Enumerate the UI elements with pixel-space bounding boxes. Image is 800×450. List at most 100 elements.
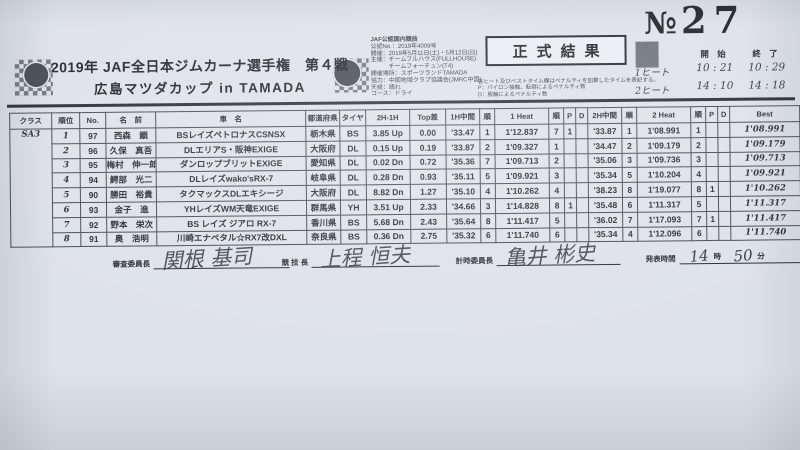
cell-best-time: 1'09.921 xyxy=(730,166,800,182)
cell-top-gap: 2.33 xyxy=(410,199,447,215)
cell-heat1-sector-rank: 4 xyxy=(480,183,496,199)
cell-top-gap: 0.00 xyxy=(409,125,446,141)
end-label: 終 了 xyxy=(752,48,781,59)
cell-heat2-time: 1'19.077 xyxy=(637,181,692,198)
column-header-car-name: 車 名 xyxy=(155,110,306,128)
cell-car-name: YHレイズWM天竜EXIGE xyxy=(156,200,307,217)
cell-car-no: 92 xyxy=(80,217,107,233)
cell-driver-name: 野本 栄次 xyxy=(106,216,157,232)
cell-heat1-p: 1 xyxy=(564,197,577,213)
cell-heat1-time: 1'14.828 xyxy=(495,198,550,214)
cell-tire: BS xyxy=(340,214,367,230)
cell-heat1-time: 1'09.713 xyxy=(495,153,550,169)
cell-heat2-rank: 2 xyxy=(690,137,707,153)
cell-heat2-sector-rank: 2 xyxy=(621,138,638,153)
cell-diff-2h-1h: 3.51 Up xyxy=(366,199,411,215)
cell-heat1-p xyxy=(563,138,577,154)
cell-heat1-rank: 7 xyxy=(548,123,564,139)
cell-heat2-p xyxy=(705,122,718,138)
announcement-time-line: 14 時 50 分 xyxy=(679,246,800,266)
cell-car-name: BSレイズペトロナスCSNSX xyxy=(155,126,306,143)
column-header-best-time: Best xyxy=(729,105,800,123)
cell-heat1-sector-rank: 3 xyxy=(480,198,496,214)
cell-heat1-rank: 5 xyxy=(549,212,565,228)
cell-heat1-sector-rank: 8 xyxy=(480,213,496,229)
cell-car-no: 93 xyxy=(80,202,107,218)
official-result-box: 正式結果 xyxy=(485,34,627,67)
cell-heat1-d xyxy=(575,123,588,139)
cell-car-name: DLレイズwako'sRX-7 xyxy=(156,170,307,188)
event-title-line2: 広島マツダカップ in TAMADA xyxy=(93,79,306,97)
cell-heat2-rank: 1 xyxy=(690,122,706,138)
jaf-emblem-left xyxy=(22,61,50,89)
cell-heat2-p xyxy=(706,152,719,167)
cell-heat1-rank: 4 xyxy=(549,183,565,199)
heat2-end-time: 14 : 18 xyxy=(748,79,786,92)
cell-diff-2h-1h: 0.15 Up xyxy=(365,140,411,156)
cell-rank: 8 xyxy=(52,232,81,248)
penalty-notes: 各ヒート及びベストタイム欄はペナルティを加算したタイムを表記する。 P：パイロン接… xyxy=(478,78,659,99)
cell-heat2-time: 1'08.991 xyxy=(636,122,691,139)
cell-heat2-rank: 8 xyxy=(691,181,707,197)
cell-diff-2h-1h: 3.85 Up xyxy=(365,125,410,141)
cell-prefecture: 香川県 xyxy=(306,214,341,230)
cell-heat1-time: 1'12.837 xyxy=(494,124,549,140)
cell-heat1-sector-rank: 5 xyxy=(480,168,496,184)
cell-heat2-d xyxy=(718,196,731,212)
event-title-line1: 2019年 JAF全日本ジムカーナ選手権 第４戦 xyxy=(50,56,349,76)
column-header-heat1-p: P xyxy=(563,107,576,124)
cell-top-gap: 2.75 xyxy=(410,228,447,244)
cell-heat1-sector-rank: 6 xyxy=(480,228,496,244)
cell-car-no: 96 xyxy=(79,143,107,159)
signature-line: 関根 基司 xyxy=(153,244,290,274)
cell-heat1-rank: 8 xyxy=(549,197,565,213)
cell-heat2-d xyxy=(718,225,731,241)
column-header-heat2-p: P xyxy=(705,106,718,123)
heat2-label: 2ヒート xyxy=(634,85,670,97)
cell-prefecture: 大阪府 xyxy=(306,185,341,201)
cell-heat1-sector: '35.36 xyxy=(446,154,481,170)
cell-heat2-rank: 7 xyxy=(691,211,707,227)
cell-heat2-d xyxy=(718,181,731,197)
cell-driver-name: 鰐部 光二 xyxy=(106,172,157,188)
cell-heat1-d xyxy=(575,138,589,154)
cell-rank: 7 xyxy=(52,217,81,233)
cell-best-time: 1'10.262 xyxy=(730,180,800,197)
column-header-heat2-time: 2 Heat xyxy=(636,106,691,124)
numero-sign: № xyxy=(644,6,682,42)
cell-best-time: 1'08.991 xyxy=(729,121,800,138)
cell-prefecture: 大阪府 xyxy=(305,140,341,156)
column-header-heat1-time: 1 Heat xyxy=(494,108,549,125)
sanction-line: 協力：中国地域クラブ協議会(JMRC中国) xyxy=(370,76,482,85)
column-header-diff-2h-1h: 2H-1H xyxy=(365,109,410,126)
cell-prefecture: 岐阜県 xyxy=(306,170,341,186)
cell-heat1-rank: 1 xyxy=(548,138,565,154)
cell-heat1-time: 1'11.417 xyxy=(495,212,550,229)
announce-hour: 14 xyxy=(688,246,710,266)
cell-car-no: 91 xyxy=(80,231,107,247)
cell-heat2-time: 1'09.179 xyxy=(636,137,692,153)
cell-tire: DL xyxy=(339,140,367,156)
cell-heat1-d xyxy=(576,212,589,228)
cell-heat1-time: 1'10.262 xyxy=(495,183,550,199)
cell-heat1-time: 1'09.327 xyxy=(494,138,550,155)
cell-tire: BS xyxy=(339,125,366,141)
cell-prefecture: 栃木県 xyxy=(305,126,340,142)
cell-top-gap: 0.19 xyxy=(409,139,447,155)
cell-heat1-rank: 3 xyxy=(549,168,565,184)
cell-heat2-p: 1 xyxy=(706,211,719,227)
column-header-tire: タイヤ xyxy=(339,109,366,127)
cell-heat1-sector-rank: 2 xyxy=(479,139,496,155)
cell-heat2-time: 1'17.093 xyxy=(637,211,692,227)
official-clerk-of-course: 競 技 長 上程 恒夫 xyxy=(281,243,440,272)
cell-best-time: 1'11.417 xyxy=(730,210,800,226)
cell-heat1-sector: '35.11 xyxy=(446,169,481,185)
column-header-driver-name: 名 前 xyxy=(105,111,156,129)
cell-heat1-d xyxy=(576,197,589,213)
column-header-heat1-sector-rank: 順 xyxy=(479,108,495,125)
cell-heat1-d xyxy=(576,168,589,183)
cell-heat2-sector: '33.87 xyxy=(587,123,622,139)
cell-rank: 1 xyxy=(51,128,80,144)
cell-heat2-sector-rank: 4 xyxy=(622,226,638,242)
